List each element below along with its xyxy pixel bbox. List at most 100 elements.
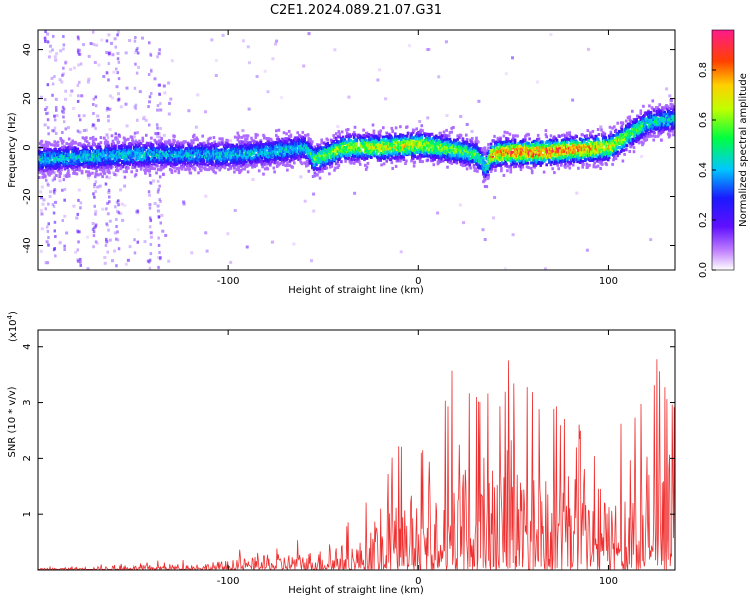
heatmap-cell (214, 74, 218, 77)
heatmap-cell (304, 161, 307, 165)
heatmap-cell (180, 164, 183, 168)
heatmap-cell (59, 161, 62, 165)
heatmap-cell (419, 142, 423, 146)
heatmap-cell (72, 66, 76, 70)
heatmap-cell (164, 234, 168, 237)
heatmap-cell (394, 164, 398, 168)
heatmap-cell (263, 161, 267, 165)
heatmap-cell (61, 141, 64, 145)
heatmap-cell (70, 143, 74, 147)
heatmap-cell (428, 144, 431, 148)
heatmap-cell (383, 153, 387, 157)
heatmap-cell (209, 156, 212, 160)
heatmap-cell (72, 204, 76, 208)
heatmap-cell (117, 30, 120, 34)
heatmap-cell (134, 143, 138, 146)
heatmap-cell (56, 161, 60, 165)
heatmap-cell (226, 162, 229, 166)
heatmap-cell (142, 158, 145, 162)
heatmap-cell (133, 154, 136, 158)
heatmap-cell (49, 44, 52, 48)
heatmap-cell (425, 152, 429, 155)
heatmap-cell (105, 175, 109, 179)
heatmap-cell (172, 151, 175, 155)
heatmap-cell (401, 133, 405, 137)
heatmap-cell (390, 126, 394, 130)
heatmap-cell (79, 260, 82, 264)
heatmap-cell (387, 145, 390, 149)
heatmap-cell (364, 149, 368, 153)
heatmap-cell (326, 154, 329, 158)
heatmap-cell (536, 80, 539, 84)
heatmap-cell (63, 248, 66, 251)
heatmap-cell (418, 157, 422, 161)
heatmap-cell (47, 55, 51, 59)
heatmap-cell (56, 140, 60, 144)
heatmap-cell (82, 129, 86, 132)
heatmap-cell (312, 164, 316, 168)
heatmap-cell (332, 139, 335, 143)
heatmap-cell (152, 151, 156, 155)
heatmap-cell (44, 140, 48, 144)
heatmap-cell (448, 154, 452, 158)
heatmap-cell (214, 171, 217, 175)
heatmap-cell (199, 159, 203, 162)
heatmap-cell (347, 139, 351, 143)
heatmap-cell (216, 155, 219, 159)
heatmap-cell (136, 211, 140, 215)
heatmap-cell (232, 150, 235, 154)
heatmap-cell (393, 141, 396, 145)
heatmap-cell (93, 185, 96, 189)
heatmap-cell (279, 156, 282, 160)
heatmap-cell (108, 152, 111, 156)
heatmap-cell (166, 158, 169, 162)
heatmap-cell (97, 63, 101, 67)
heatmap-cell (169, 160, 173, 164)
heatmap-cell (245, 165, 249, 168)
heatmap-cell (149, 219, 152, 223)
heatmap-cell (128, 162, 132, 166)
heatmap-cell (242, 162, 246, 166)
heatmap-cell (62, 111, 65, 115)
heatmap-cell (434, 153, 437, 157)
heatmap-cell (78, 230, 81, 234)
heatmap-cell (171, 164, 175, 168)
heatmap-cell (250, 163, 253, 167)
heatmap-cell (250, 136, 253, 140)
heatmap-cell (229, 260, 233, 264)
heatmap-cell (116, 137, 119, 141)
heatmap-cell (201, 155, 204, 158)
heatmap-cell (293, 145, 297, 149)
heatmap-cell (347, 137, 351, 141)
heatmap-cell (435, 146, 438, 150)
heatmap-cell (350, 145, 353, 149)
heatmap-cell (155, 171, 158, 175)
heatmap-cell (207, 168, 210, 172)
heatmap-cell (449, 159, 453, 163)
heatmap-cell (394, 126, 398, 130)
heatmap-cell (76, 99, 80, 103)
heatmap-cell (55, 132, 58, 135)
heatmap-cell (354, 149, 358, 153)
heatmap-cell (348, 153, 352, 157)
heatmap-cell (145, 152, 149, 156)
heatmap-cell (136, 210, 140, 214)
heatmap-cell (160, 145, 163, 149)
heatmap-cell (115, 237, 118, 241)
heatmap-cell (167, 81, 171, 85)
heatmap-cell (103, 154, 106, 157)
heatmap-cell (95, 43, 99, 47)
heatmap-cell (44, 261, 48, 265)
heatmap-cell (200, 151, 204, 155)
heatmap-cell (244, 146, 247, 150)
heatmap-cell (219, 166, 222, 170)
heatmap-cell (154, 132, 157, 136)
heatmap-cell (60, 168, 63, 172)
heatmap-cell (162, 172, 165, 176)
heatmap-cell (280, 140, 283, 144)
heatmap-cell (325, 149, 329, 153)
heatmap-cell (260, 143, 264, 147)
heatmap-cell (119, 105, 123, 109)
heatmap-cell (273, 170, 276, 174)
heatmap-cell (312, 209, 316, 213)
